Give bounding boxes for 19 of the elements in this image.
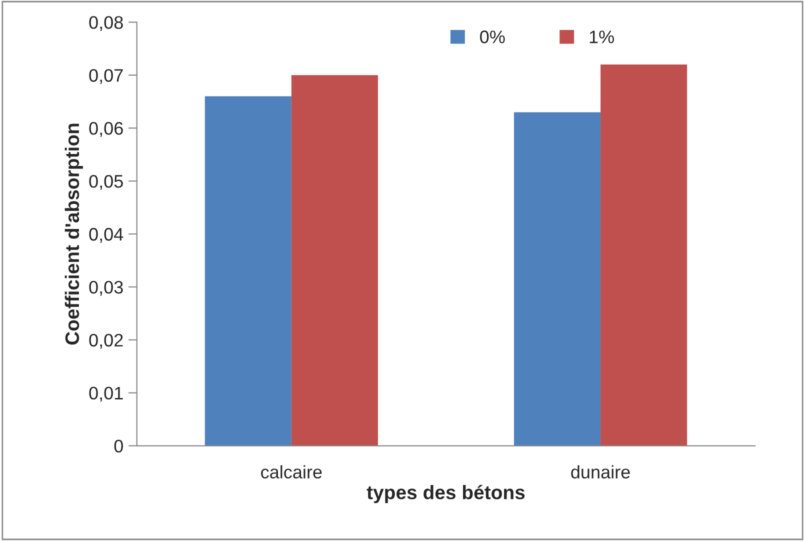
- y-tick-label: 0,08: [89, 16, 123, 32]
- bar: [600, 64, 688, 446]
- y-tick-label: 0,07: [89, 69, 123, 84]
- y-tick-label: 0,03: [89, 280, 123, 296]
- y-tick-label: 0: [114, 440, 123, 453]
- y-tick-label: 0,04: [89, 228, 124, 243]
- bar: [291, 75, 378, 446]
- y-tick-label: 0,05: [89, 174, 123, 190]
- legend-label: 1%: [590, 30, 614, 44]
- x-axis-title: types des bétons: [366, 484, 525, 504]
- y-axis-title: Coefficient d'absorption: [64, 124, 83, 345]
- x-tick-label: dunaire: [571, 465, 630, 478]
- x-tick-label: calcaire: [261, 465, 322, 478]
- y-tick-label: 0,02: [89, 334, 123, 349]
- bar: [204, 96, 292, 446]
- bar: [514, 112, 601, 446]
- y-tick-label: 0,06: [89, 122, 123, 137]
- legend-label: 0%: [480, 30, 505, 44]
- y-tick-label: 0,01: [89, 386, 123, 402]
